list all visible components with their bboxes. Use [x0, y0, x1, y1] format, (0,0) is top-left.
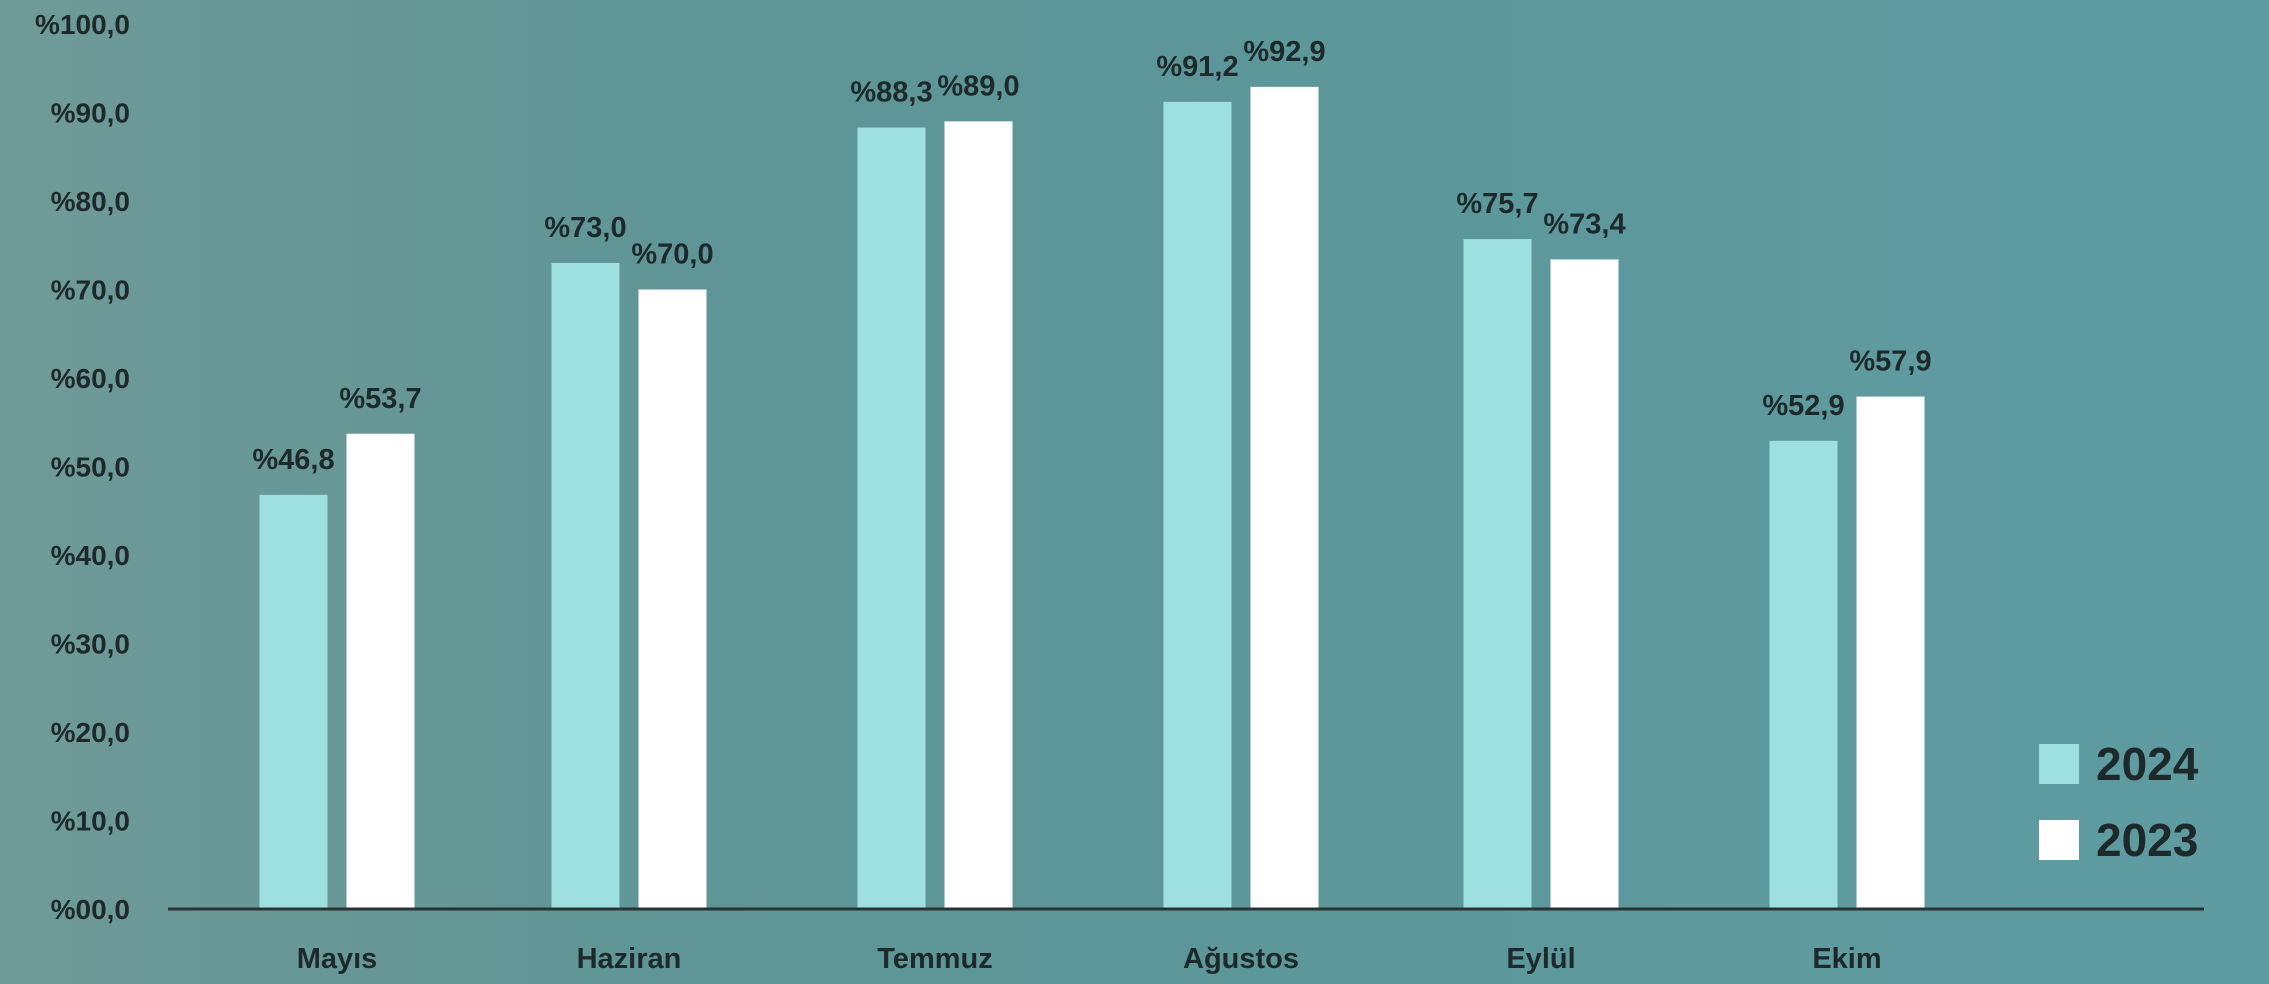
y-tick-label: %100,0 — [35, 9, 130, 40]
legend-swatch — [2039, 820, 2079, 860]
data-label: %75,7 — [1456, 188, 1538, 220]
data-label: %70,0 — [631, 239, 713, 271]
bar-2024 — [1769, 440, 1838, 909]
x-tick-label: Eylül — [1506, 943, 1575, 975]
bar-2024 — [551, 262, 620, 909]
x-axis: Mayıs Haziran Temmuz Ağustos Eylül Ekim — [297, 943, 1882, 975]
y-tick-label: %00,0 — [51, 894, 130, 925]
data-labels: %46,8 %73,0 %88,3 %91,2 %75,7 %52,9 %53,7 %70,0… — [252, 36, 1931, 476]
data-label: %91,2 — [1156, 51, 1238, 83]
bar-2024 — [259, 494, 328, 909]
legend: 2024 2023 — [2039, 738, 2199, 866]
y-tick-label: %50,0 — [51, 452, 130, 483]
y-tick-label: %90,0 — [51, 98, 130, 129]
y-tick-label: %20,0 — [51, 717, 130, 748]
bar-2023 — [1856, 396, 1925, 910]
x-tick-label: Ağustos — [1183, 943, 1299, 975]
y-tick-label: %40,0 — [51, 540, 130, 571]
bar-2023 — [346, 433, 415, 909]
bar-2023 — [638, 289, 707, 909]
bars — [259, 86, 1925, 910]
legend-swatch — [2039, 744, 2079, 784]
data-label: %46,8 — [252, 444, 334, 476]
data-label: %73,4 — [1543, 208, 1625, 240]
x-tick-label: Ekim — [1812, 943, 1881, 975]
y-tick-label: %60,0 — [51, 363, 130, 394]
bar-2023 — [944, 121, 1013, 910]
y-tick-label: %70,0 — [51, 275, 130, 306]
bar-2024 — [1463, 239, 1532, 909]
data-label: %53,7 — [339, 383, 421, 415]
legend-label: 2024 — [2096, 738, 2199, 790]
y-tick-label: %30,0 — [51, 629, 130, 660]
data-label: %89,0 — [937, 70, 1019, 102]
bar-2023 — [1250, 86, 1319, 909]
x-tick-label: Haziran — [577, 943, 682, 975]
bar-2024 — [1163, 101, 1232, 909]
legend-label: 2023 — [2096, 814, 2198, 866]
data-label: %73,0 — [544, 212, 626, 244]
data-label: %92,9 — [1243, 36, 1325, 68]
data-label: %88,3 — [850, 77, 932, 109]
x-tick-label: Temmuz — [877, 943, 992, 975]
y-tick-label: %10,0 — [51, 806, 130, 837]
data-label: %57,9 — [1849, 346, 1931, 378]
x-tick-label: Mayıs — [297, 943, 378, 975]
bar-2023 — [1550, 259, 1619, 909]
data-label: %52,9 — [1762, 390, 1844, 422]
y-tick-label: %80,0 — [51, 186, 130, 217]
bar-2024 — [857, 127, 926, 910]
y-axis: %00,0 %10,0 %20,0 %30,0 %40,0 %50,0 %60,0 %70,0… — [35, 9, 130, 925]
